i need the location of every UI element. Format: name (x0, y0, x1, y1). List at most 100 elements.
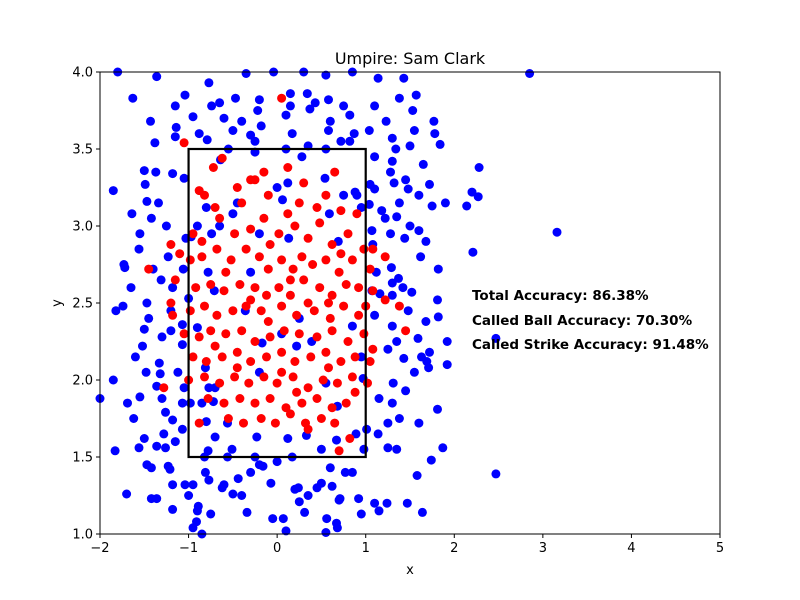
annotation-strike-accuracy: Called Strike Accuracy: 91.48% (472, 337, 709, 353)
data-point (232, 183, 242, 192)
data-point (223, 414, 233, 423)
data-point (403, 184, 413, 194)
data-point (163, 252, 173, 262)
data-point (491, 333, 501, 343)
data-point (263, 264, 273, 274)
data-point (442, 360, 452, 370)
data-point (197, 252, 207, 262)
data-point (354, 283, 364, 293)
data-point (370, 152, 380, 162)
data-point (188, 352, 198, 362)
data-point (277, 367, 287, 377)
data-point (370, 498, 380, 508)
data-point (278, 195, 287, 205)
data-point (146, 463, 156, 473)
data-point (387, 133, 397, 143)
data-point (335, 494, 345, 504)
data-point (150, 138, 160, 148)
data-point (119, 260, 129, 269)
data-point (204, 78, 214, 88)
y-tick-label: 2.5 (72, 297, 93, 312)
data-point (468, 247, 478, 257)
data-point (382, 498, 392, 508)
data-point (414, 190, 424, 200)
data-point (179, 383, 189, 393)
data-point (108, 186, 118, 196)
data-point (122, 489, 132, 499)
data-point (364, 199, 374, 209)
data-point (383, 344, 393, 354)
data-point (287, 129, 297, 139)
data-point (185, 306, 195, 316)
data-point (219, 398, 229, 408)
data-point (327, 481, 337, 491)
data-point (232, 347, 242, 357)
data-point (392, 337, 402, 346)
data-point (324, 126, 333, 135)
data-point (414, 418, 424, 428)
data-point (180, 480, 190, 490)
data-point (257, 338, 267, 348)
data-point (359, 329, 369, 339)
data-point (144, 313, 154, 323)
data-point (409, 126, 419, 135)
data-point (208, 163, 218, 172)
data-point (299, 178, 309, 188)
data-point (356, 509, 366, 519)
data-point (343, 337, 353, 346)
data-point (290, 221, 300, 231)
data-point (299, 275, 309, 285)
data-point (188, 523, 198, 533)
data-point (322, 514, 332, 524)
data-point (387, 156, 397, 166)
data-point (401, 326, 411, 336)
data-point (308, 260, 318, 269)
data-point (351, 429, 361, 439)
data-point (194, 418, 204, 428)
data-point (259, 213, 269, 223)
data-point (152, 381, 162, 391)
data-point (250, 175, 260, 185)
data-point (386, 167, 395, 177)
data-point (139, 324, 149, 334)
data-point (327, 240, 337, 249)
data-point (194, 332, 204, 342)
y-tick-label: 4.0 (72, 66, 93, 81)
data-point (228, 126, 238, 135)
data-point (135, 392, 145, 402)
data-point (228, 209, 238, 219)
data-point (202, 135, 212, 145)
data-point (374, 394, 384, 403)
data-point (134, 443, 144, 453)
data-point (440, 198, 450, 208)
data-point (401, 175, 411, 185)
data-point (290, 357, 300, 366)
data-point (350, 387, 360, 397)
data-point (168, 415, 178, 425)
data-point (152, 72, 162, 82)
data-point (166, 298, 176, 308)
data-point (197, 398, 207, 408)
data-point (324, 363, 333, 373)
data-point (200, 372, 209, 382)
data-point (552, 227, 562, 237)
data-point (200, 467, 210, 477)
data-point (321, 528, 331, 537)
data-point (250, 337, 260, 346)
data-point (170, 101, 180, 111)
data-point (383, 418, 393, 428)
data-point (203, 394, 213, 403)
x-tick-label: 5 (716, 541, 724, 556)
data-point (203, 267, 213, 277)
y-tick-label: 1.5 (72, 451, 93, 466)
data-point (332, 523, 342, 533)
data-point (413, 333, 423, 343)
data-point (288, 264, 298, 274)
y-tick-label: 1.0 (72, 528, 93, 543)
data-point (368, 344, 378, 354)
data-point (392, 444, 402, 454)
data-point (292, 341, 302, 351)
data-point (185, 255, 195, 265)
data-point (417, 507, 427, 517)
data-point (315, 218, 325, 228)
